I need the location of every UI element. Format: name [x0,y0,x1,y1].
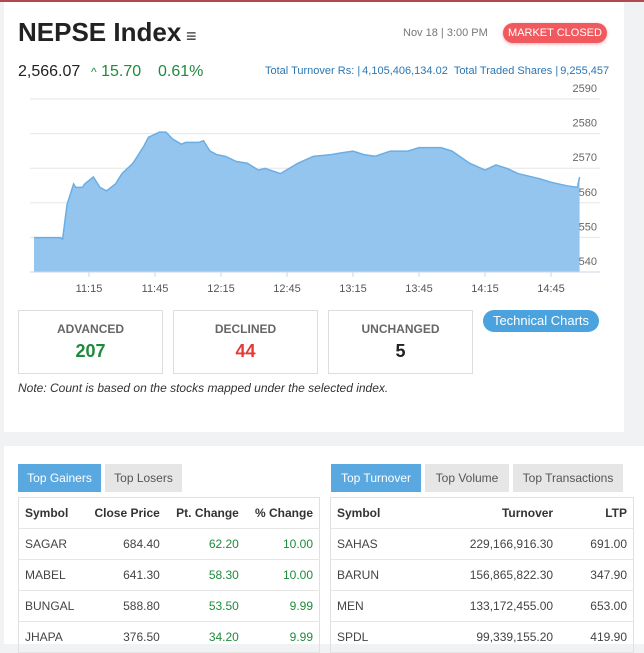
table-row[interactable]: SAHAS 229,166,916.30 691.00 [330,528,634,560]
cell-close-price: 588.80 [83,590,166,622]
point-change: ^ 15.70 [91,63,141,81]
x-tick-label: 14:45 [537,283,565,295]
cell-pt-change: 62.20 [165,528,245,560]
col-turnover: Turnover [414,497,560,529]
y-tick-label: 2580 [573,118,597,130]
cell-symbol[interactable]: BUNGAL [18,590,84,622]
table-row[interactable]: SAGAR 684.40 62.20 10.00 [18,528,320,560]
shares-label: Total Traded Shares | [453,65,559,77]
x-tick-label: 12:45 [273,283,301,295]
cell-symbol[interactable]: SAGAR [18,528,84,560]
unchanged-count: 5 [395,341,406,361]
col-ltp: LTP [559,497,634,529]
table-row[interactable]: SPDL 99,339,155.20 419.90 [330,621,634,653]
cell-pt-change: 34.20 [165,621,245,653]
advanced-box: ADVANCED 207 [18,310,163,374]
declined-box: DECLINED 44 [173,310,318,374]
declined-label: DECLINED [214,322,277,336]
cell-ltp: 419.90 [559,621,634,653]
count-note: Note: Count is based on the stocks mappe… [18,381,389,395]
cell-symbol[interactable]: SAHAS [330,528,415,560]
index-area [34,132,580,272]
index-value: 2,566.07 [18,63,81,80]
x-tick-label: 13:45 [405,283,433,295]
advanced-count: 207 [75,341,106,361]
turnover-summary: Total Turnover Rs: | 4,105,406,134.02 Tota… [265,65,615,77]
cell--change: 10.00 [244,528,320,560]
y-tick-label: 2570 [573,152,597,164]
table-header: Symbol Turnover LTP [330,497,634,529]
point-change-value: 15.70 [101,63,142,80]
x-tick-label: 14:15 [471,283,499,295]
x-tick-label: 11:15 [76,283,103,295]
technical-charts-button[interactable]: Technical Charts [483,310,599,332]
tab-top-gainers[interactable]: Top Gainers [18,464,101,492]
table-row[interactable]: MEN 133,172,455.00 653.00 [330,590,634,622]
cell-symbol[interactable]: JHAPA [18,621,84,653]
index-line [34,131,581,241]
table-row[interactable]: BARUN 156,865,822.30 347.90 [330,559,634,591]
cell-turnover: 229,166,916.30 [414,528,560,560]
cell-turnover: 133,172,455.00 [414,590,560,622]
turnover-value: 4,105,406,134.02 [362,65,448,77]
cell-pt-change: 53.50 [165,590,245,622]
page-title: NEPSE Index [18,17,182,47]
market-status-badge: MARKET CLOSED [503,23,607,43]
cell-symbol[interactable]: BARUN [330,559,415,591]
col-symbol: Symbol [18,497,84,529]
col-pct-change: % Change [244,497,320,529]
hamburger-icon[interactable]: ≡ [186,26,197,46]
tab-top-transactions[interactable]: Top Transactions [513,464,623,492]
x-tick-label: 12:15 [207,283,235,295]
col-close-price: Close Price [83,497,166,529]
cell-ltp: 347.90 [559,559,634,591]
cell--change: 10.00 [244,559,320,591]
cell-symbol[interactable]: MEN [330,590,415,622]
table-header: Symbol Close Price Pt. Change% Change [18,497,320,529]
shares-value: 9,255,457 [560,65,610,77]
tab-top-losers[interactable]: Top Losers [105,464,182,492]
cell-turnover: 99,339,155.20 [414,621,560,653]
cell-pt-change: 58.30 [165,559,245,591]
cell--change: 9.99 [244,590,320,622]
cell-ltp: 653.00 [559,590,634,622]
cell-close-price: 376.50 [83,621,166,653]
top-gainers-table: Symbol Close Price Pt. Change% Change SAGA… [18,497,320,653]
declined-count: 44 [235,341,256,361]
cell-close-price: 641.30 [83,559,166,591]
x-tick-label: 11:45 [142,283,169,295]
market-datetime: Nov 18 | 3:00 PM [403,27,488,39]
caret-up-icon: ^ [91,65,97,79]
unchanged-box: UNCHANGED 5 [328,310,473,374]
cell-turnover: 156,865,822.30 [414,559,560,591]
percent-change: 0.61% [158,63,204,80]
cell--change: 9.99 [244,621,320,653]
tab-top-turnover[interactable]: Top Turnover [331,464,421,492]
unchanged-label: UNCHANGED [361,322,440,336]
x-tick-label: 13:15 [339,283,367,295]
turnover-label: Total Turnover Rs: | [265,65,361,77]
tab-top-volume[interactable]: Top Volume [425,464,509,492]
cell-symbol[interactable]: SPDL [330,621,415,653]
cell-ltp: 691.00 [559,528,634,560]
top-border [0,0,644,2]
table-row[interactable]: MABEL 641.30 58.30 10.00 [18,559,320,591]
cell-symbol[interactable]: MABEL [18,559,84,591]
table-row[interactable]: BUNGAL 588.80 53.50 9.99 [18,590,320,622]
y-tick-label: 2590 [573,83,597,95]
top-turnover-table: Symbol Turnover LTP SAHAS 229,166,916.30 691… [330,497,634,653]
col-pt-change: Pt. Change [165,497,245,529]
table-row[interactable]: JHAPA 376.50 34.20 9.99 [18,621,320,653]
advanced-label: ADVANCED [56,322,125,336]
cell-close-price: 684.40 [83,528,166,560]
col-symbol: Symbol [330,497,415,529]
